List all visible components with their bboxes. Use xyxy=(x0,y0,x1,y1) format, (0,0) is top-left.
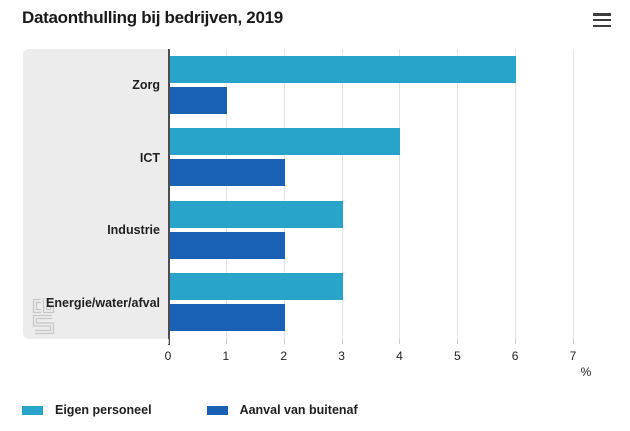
axis-tick xyxy=(341,339,343,344)
gridline xyxy=(341,49,343,339)
menu-bar xyxy=(593,24,611,27)
bar[interactable] xyxy=(170,231,285,259)
gridline xyxy=(572,49,574,339)
menu-bar xyxy=(593,13,611,16)
x-tick-label: 1 xyxy=(222,349,230,363)
x-tick-label: 5 xyxy=(453,349,461,363)
axis-tick xyxy=(572,339,574,344)
legend-swatch xyxy=(206,405,228,415)
axis-tick xyxy=(399,339,401,344)
page-title: Dataonthulling bij bedrijven, 2019 xyxy=(22,8,283,27)
bar[interactable] xyxy=(170,159,285,186)
category-panel xyxy=(23,49,168,339)
bar[interactable] xyxy=(170,273,343,300)
axis-tick xyxy=(168,339,169,344)
chart-plot: % 0 1 2 3 4 5 6 7 Zorg ICT Industrie Energie/water/… xyxy=(0,49,630,379)
gridline xyxy=(283,49,285,339)
bar[interactable] xyxy=(170,304,285,331)
gridline xyxy=(225,49,227,339)
gridline xyxy=(457,49,459,339)
chart-legend: Eigen personeel Aanval van buitenaf xyxy=(22,403,358,417)
menu-bar xyxy=(593,18,611,22)
axis-tick xyxy=(283,339,285,344)
bar[interactable] xyxy=(170,128,401,155)
legend-label: Aanval van buitenaf xyxy=(239,403,358,417)
legend-swatch xyxy=(22,405,43,415)
hamburger-menu-icon[interactable] xyxy=(593,13,611,27)
category-label: Zorg xyxy=(132,78,160,93)
cbs-logo-icon xyxy=(32,298,55,335)
bar[interactable] xyxy=(170,55,517,83)
legend-item[interactable]: Eigen personeel xyxy=(22,403,152,417)
gridline xyxy=(515,49,517,339)
axis-tick xyxy=(225,339,227,344)
x-tick-label: 2 xyxy=(280,349,288,363)
category-label: ICT xyxy=(139,150,160,165)
axis-tick xyxy=(457,339,459,344)
x-tick-label: 4 xyxy=(396,349,403,363)
x-tick-label: 0 xyxy=(164,349,172,363)
category-label: Energie/water/afval xyxy=(46,295,160,310)
gridline xyxy=(399,49,401,339)
bar[interactable] xyxy=(170,200,343,228)
bar[interactable] xyxy=(170,86,227,114)
category-label: Industrie xyxy=(107,223,160,238)
legend-label: Eigen personeel xyxy=(55,403,152,417)
x-tick-label: 3 xyxy=(338,349,345,363)
x-axis-zero-line xyxy=(168,49,170,345)
x-axis-unit-label: % xyxy=(580,365,592,379)
x-tick-label: 7 xyxy=(569,349,577,363)
legend-item[interactable]: Aanval van buitenaf xyxy=(206,403,358,417)
axis-tick xyxy=(515,339,517,344)
x-tick-label: 6 xyxy=(511,349,519,363)
